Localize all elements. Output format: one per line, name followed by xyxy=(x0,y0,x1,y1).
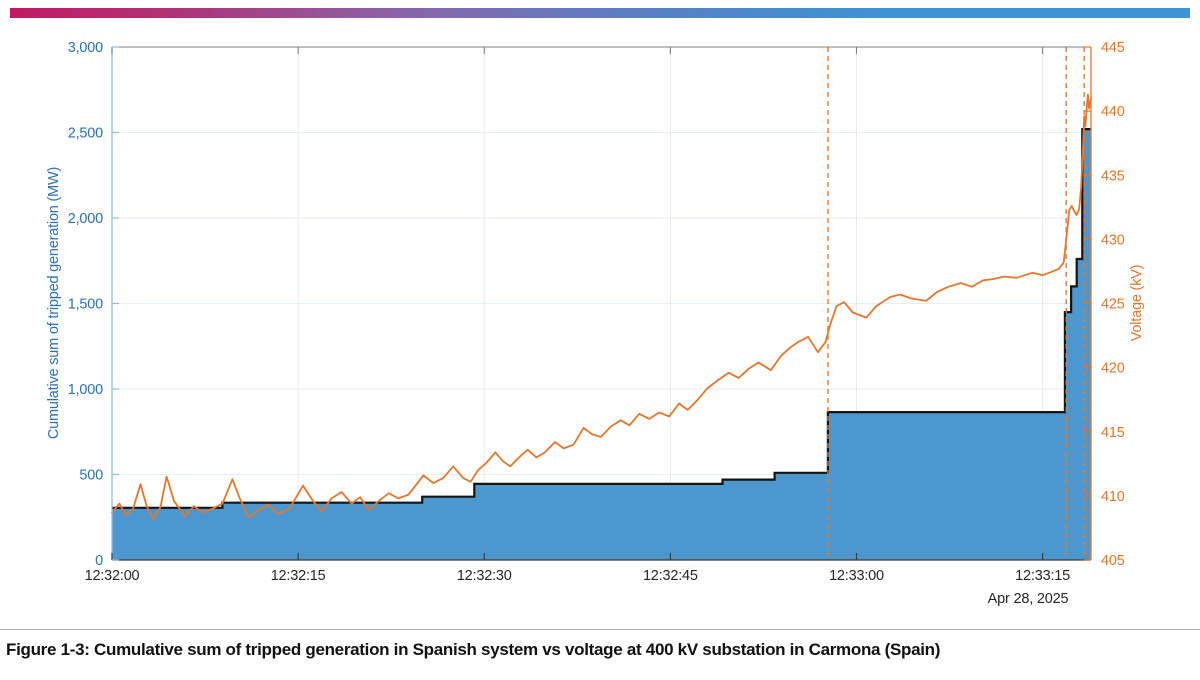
voltage-line xyxy=(111,93,1092,520)
right-axis-tick-labels: 405 410 415 420 425 430 435 440 445 xyxy=(1101,40,1125,569)
left-tick-label: 1,000 xyxy=(68,382,103,398)
right-tick-label: 410 xyxy=(1101,489,1125,505)
tripped-generation-area xyxy=(112,129,1091,560)
left-tick-label: 2,000 xyxy=(68,211,103,227)
tripped-generation-series xyxy=(112,128,1091,560)
right-tick-label: 440 xyxy=(1101,104,1125,120)
left-axis-title: Cumulative sum of tripped generation (MW… xyxy=(46,166,62,440)
x-tick-label: 12:32:45 xyxy=(643,568,698,584)
chart-canvas: 12:32:00 12:32:15 12:32:30 12:32:45 12:33:00… xyxy=(68,40,1125,584)
left-tick-label: 1,500 xyxy=(68,297,103,313)
right-tick-label: 425 xyxy=(1101,297,1125,313)
figure-chart: 12:32:00 12:32:15 12:32:30 12:32:45 12:33:00… xyxy=(46,40,1145,607)
x-tick-label: 12:33:00 xyxy=(829,568,884,584)
left-tick-label: 3,000 xyxy=(68,40,103,56)
right-tick-label: 420 xyxy=(1101,361,1125,377)
x-tick-label: 12:32:15 xyxy=(271,568,326,584)
left-tick-label: 2,500 xyxy=(68,126,103,142)
left-tick-label: 0 xyxy=(95,553,103,569)
right-tick-label: 445 xyxy=(1101,40,1125,56)
right-tick-label: 415 xyxy=(1101,425,1125,441)
right-tick-label: 405 xyxy=(1101,553,1125,569)
x-tick-label: 12:33:15 xyxy=(1015,568,1070,584)
right-axis-title: Voltage (kV) xyxy=(1129,264,1145,342)
tripped-generation-outline xyxy=(112,128,1091,509)
left-axis-tick-labels: 0 500 1,000 1,500 2,000 2,500 3,000 xyxy=(68,40,104,569)
x-tick-label: 12:32:30 xyxy=(457,568,512,584)
right-tick-label: 430 xyxy=(1101,232,1125,248)
right-tick-label: 435 xyxy=(1101,168,1125,184)
x-axis-tick-labels: 12:32:00 12:32:15 12:32:30 12:32:45 12:33:00… xyxy=(85,568,1071,584)
voltage-series xyxy=(111,93,1092,520)
axis-ticks xyxy=(111,46,1091,561)
x-tick-label: 12:32:00 xyxy=(85,568,140,584)
caption-divider xyxy=(0,629,1200,630)
left-tick-label: 500 xyxy=(79,468,103,484)
header-gradient-bar xyxy=(10,8,1190,18)
figure-caption: Figure 1-3: Cumulative sum of tripped ge… xyxy=(6,640,941,659)
x-axis-date-label: Apr 28, 2025 xyxy=(987,591,1069,607)
